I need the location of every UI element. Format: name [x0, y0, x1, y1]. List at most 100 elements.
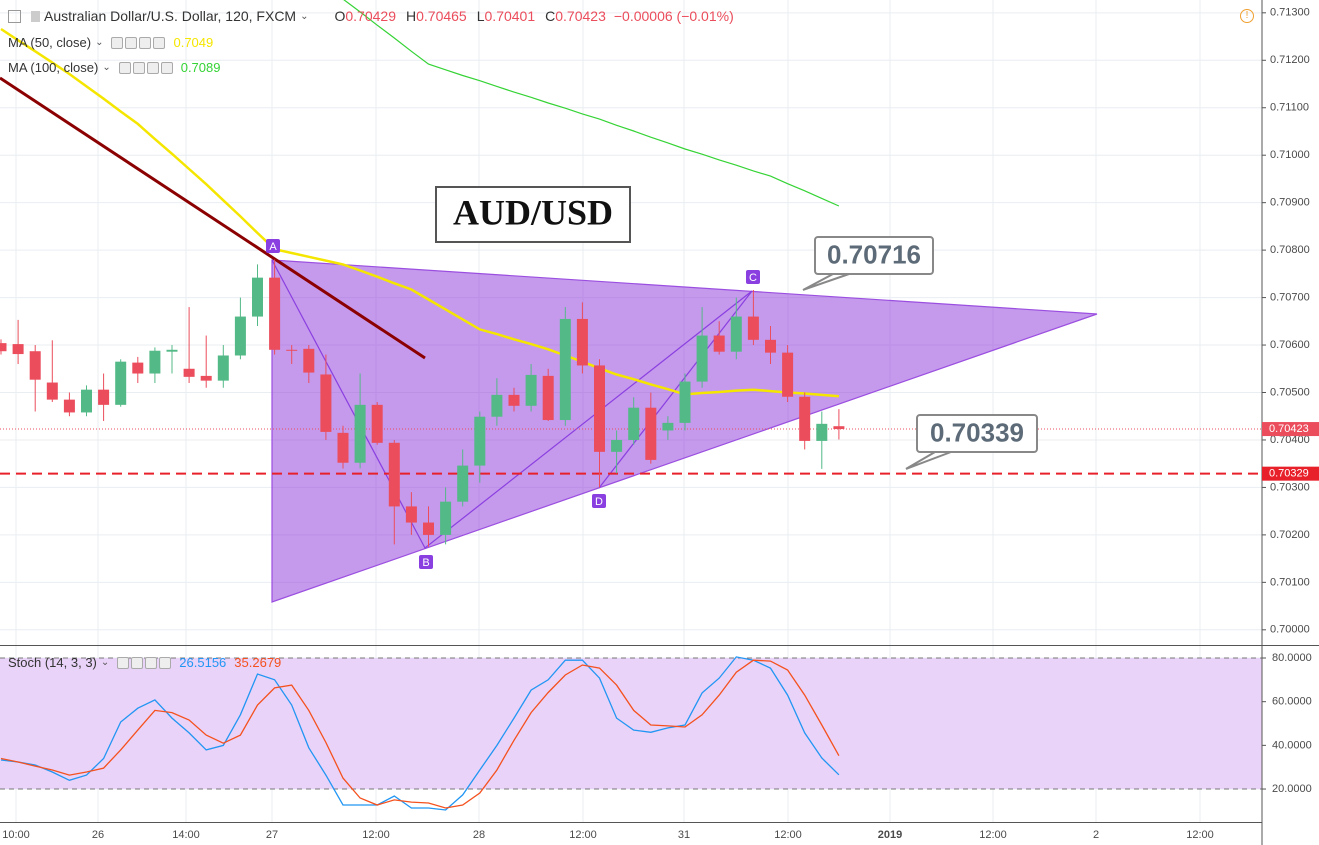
candle-body [29, 351, 41, 380]
price-tag [1262, 466, 1319, 481]
symbol-title[interactable]: Australian Dollar/U.S. Dollar, 120, FXCM [44, 8, 297, 24]
candle-body [833, 426, 845, 430]
icon[interactable] [132, 61, 145, 74]
price-tag-label: 0.70329 [1269, 468, 1309, 480]
candle-body [320, 374, 332, 432]
ohlc-o: O [334, 8, 346, 24]
candle-body [782, 352, 794, 397]
symbol-icon [31, 10, 40, 22]
icon[interactable] [139, 36, 152, 49]
ma100-name[interactable]: MA (100, close) [8, 60, 99, 75]
chevron[interactable]: ⌄ [300, 10, 309, 22]
candle-body [388, 442, 400, 507]
y-tick-label: 0.70000 [1270, 624, 1310, 636]
candle-body [491, 394, 503, 417]
ohlc-change: −0.00006 (−0.01%) [613, 8, 734, 24]
candle-body [12, 344, 24, 355]
pattern-point-label: B [422, 557, 429, 569]
icon[interactable] [159, 656, 172, 669]
candle-body [423, 522, 434, 535]
stoch-name[interactable]: Stoch (14, 3, 3) [8, 655, 97, 670]
chevron[interactable]: ⌄ [95, 37, 104, 48]
icon[interactable] [117, 656, 130, 669]
x-tick-label: 31 [678, 829, 690, 841]
ma50-name[interactable]: MA (50, close) [8, 35, 92, 50]
icon[interactable] [146, 61, 159, 74]
pattern-point-badge [419, 555, 433, 569]
icon[interactable] [125, 36, 138, 49]
candle-body [303, 348, 315, 373]
y-tick-label: 80.0000 [1272, 652, 1312, 664]
callout-label: 0.70339 [930, 417, 1024, 447]
icon[interactable] [111, 36, 124, 49]
candle-body [576, 318, 588, 366]
candle-body [354, 404, 366, 463]
candle-body [713, 335, 725, 352]
candle-body [63, 399, 75, 413]
x-tick-label: 12:00 [1186, 829, 1214, 841]
x-tick-label: 2 [1093, 829, 1099, 841]
y-tick-label: 0.70400 [1270, 434, 1310, 446]
icon[interactable] [118, 61, 131, 74]
candle-body [183, 368, 195, 377]
ohlc-h: H [405, 8, 417, 24]
x-tick-label: 28 [473, 829, 485, 841]
stoch-band [0, 658, 1262, 790]
candle-body [679, 381, 691, 423]
stoch-k-value: 26.5156 [179, 655, 227, 670]
icon[interactable] [153, 36, 166, 49]
candle-body [149, 350, 161, 374]
candle-body [730, 316, 742, 352]
y-tick-label: 0.70100 [1270, 576, 1310, 588]
ma50-value: 0.7049 [173, 35, 214, 50]
candle-body [269, 277, 281, 350]
ohlc-l: L [476, 8, 485, 24]
pattern-point-label: D [595, 496, 603, 508]
candle-body [457, 465, 469, 502]
y-tick-label: 0.70600 [1270, 339, 1310, 351]
candle-body [559, 318, 571, 421]
trend-line [0, 76, 426, 360]
alert-icon[interactable]: ! [1240, 9, 1254, 23]
header: Australian Dollar/U.S. Dollar, 120, FXCM… [8, 8, 734, 24]
x-tick-label: 12:00 [569, 829, 597, 841]
pattern-point-badge [746, 270, 760, 284]
candle-body [440, 501, 452, 535]
pattern-point-label: A [269, 241, 277, 253]
y-tick-label: 60.0000 [1272, 696, 1312, 708]
pattern-point-label: C [749, 272, 757, 284]
candle-body [234, 316, 246, 356]
chevron[interactable]: ⌄ [102, 62, 111, 73]
callout-label: 0.70716 [827, 239, 921, 269]
callout-box [916, 414, 1038, 453]
candle-body [662, 422, 674, 431]
icon[interactable] [160, 61, 173, 74]
ma100-value: 0.7089 [180, 60, 221, 75]
collapse-icon[interactable] [8, 9, 21, 23]
icon[interactable] [131, 656, 144, 669]
stoch-legend: Stoch (14, 3, 3) ⌄ 26.5156 35.2679 [8, 655, 281, 670]
candle-body [508, 394, 520, 406]
y-tick-label: 0.70800 [1270, 244, 1310, 256]
icon[interactable] [145, 656, 158, 669]
callout-box [814, 236, 934, 275]
ohlc-c: C [545, 8, 556, 24]
y-tick-label: 0.70500 [1270, 386, 1310, 398]
abcd-line [598, 290, 753, 489]
candle-body [594, 365, 605, 452]
chevron[interactable]: ⌄ [100, 657, 110, 668]
y-tick-label: 0.70700 [1270, 291, 1310, 303]
y-tick-label: 0.71300 [1270, 7, 1310, 19]
stoch-d-value: 35.2679 [234, 655, 282, 670]
callout-pointer [905, 451, 952, 470]
candle-body [81, 389, 92, 413]
ohlc-open: 0.70429 [345, 8, 396, 24]
candle-body [46, 382, 58, 400]
candle-body [200, 375, 212, 381]
candle-body [816, 423, 828, 441]
candle-body [337, 432, 349, 463]
x-tick-label: 12:00 [774, 829, 802, 841]
x-tick-label: 27 [266, 829, 278, 841]
